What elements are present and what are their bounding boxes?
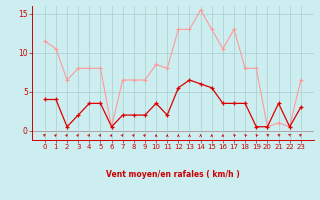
X-axis label: Vent moyen/en rafales ( km/h ): Vent moyen/en rafales ( km/h ) [106,170,240,179]
